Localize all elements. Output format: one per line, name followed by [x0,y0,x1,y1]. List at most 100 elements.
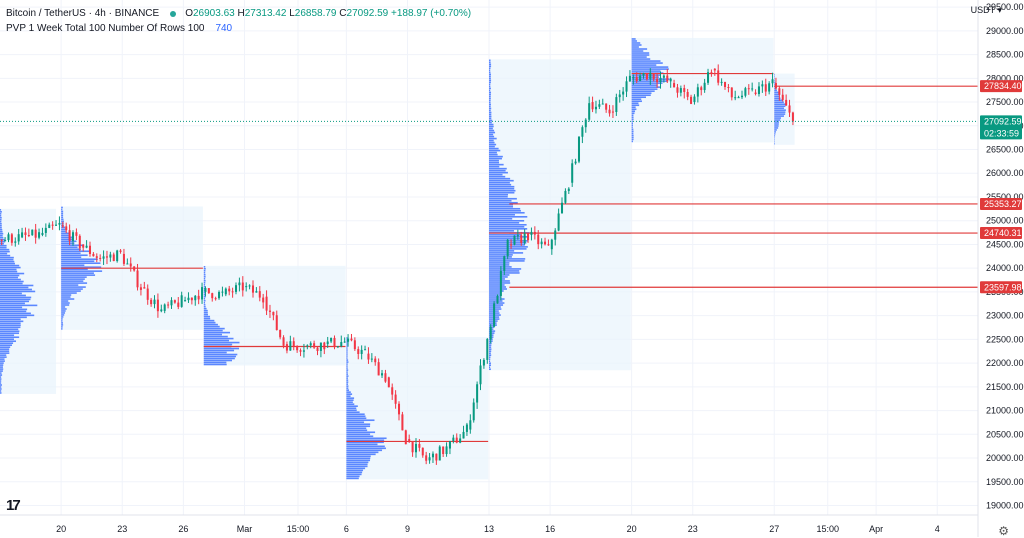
volume-profile-row [632,64,657,66]
volume-profile-row [61,308,67,310]
volume-profile-row [61,328,62,330]
volume-profile-row [204,266,206,268]
volume-profile-row [346,458,370,460]
candle [527,234,529,241]
candle [374,359,376,363]
candle [384,373,386,381]
candle [106,256,108,257]
candle [626,81,628,91]
volume-profile-row [489,224,527,226]
volume-profile-row [489,74,491,76]
volume-profile-row [489,256,512,258]
volume-profile-row [0,253,7,255]
candle [191,298,193,300]
volume-profile-row [0,267,21,269]
volume-profile-row [632,98,642,100]
volume-profile-row [0,307,22,309]
volume-profile-row [489,126,494,128]
volume-profile-row [346,472,362,474]
candle [765,84,767,91]
candle [429,457,431,460]
volume-profile-row [489,130,494,132]
gear-icon[interactable]: ⚙ [998,524,1009,538]
volume-profile-row [489,138,497,140]
volume-profile-row [632,125,633,127]
volume-profile-row [632,137,634,139]
candle [666,76,668,82]
volume-profile-row [489,198,517,200]
volume-profile-row [632,127,633,129]
candle [235,285,237,292]
volume-profile-row [489,364,491,366]
volume-profile-row [489,88,491,90]
volume-profile-row [204,298,205,300]
candle [439,447,441,461]
volume-profile-row [204,310,208,312]
candle [300,350,302,352]
volume-profile-row [489,68,490,70]
candle [157,300,159,312]
volume-profile-row [346,379,348,381]
symbol-title[interactable]: Bitcoin / TetherUS · 4h · BINANCE [6,6,159,21]
volume-profile-row [346,401,352,403]
currency-selector[interactable]: USDT ▾ [971,5,1002,16]
volume-profile-row [632,40,637,42]
volume-profile-row [0,231,3,233]
volume-profile-row [489,286,506,288]
indicator-title[interactable]: PVP 1 Week Total 100 Number Of Rows 100 [6,21,204,36]
volume-profile-row [489,86,490,88]
candle [598,104,600,107]
volume-profile-row [61,262,100,264]
volume-profile-row [489,288,507,290]
volume-profile-row [346,470,363,472]
candle [337,346,339,347]
candle [28,235,30,236]
candle [242,283,244,291]
volume-profile-row [0,257,14,259]
volume-profile-row [61,270,102,272]
volume-profile-row [0,299,30,301]
volume-profile-row [0,269,17,271]
candle [167,305,169,306]
volume-profile-row [489,260,525,262]
tradingview-logo-icon[interactable]: 17 [6,497,19,514]
candle [225,289,227,295]
volume-profile-row [632,54,650,56]
volume-profile-row [0,360,5,362]
candle [75,232,77,236]
volume-profile-row [632,102,639,104]
volume-profile-row [204,280,206,282]
volume-profile-row [489,206,513,208]
candle [700,87,702,90]
volume-profile-row [489,202,518,204]
volume-profile-row [346,347,347,349]
candle [748,88,750,89]
candle [14,241,16,242]
volume-profile-row [0,370,3,372]
candle [201,287,203,299]
volume-profile-row [0,281,24,283]
volume-profile-row [632,44,642,46]
candle [395,395,397,404]
candle [181,295,183,307]
volume-profile-row [489,190,515,192]
candle [286,344,288,350]
volume-profile-row [489,322,497,324]
volume-profile-row [632,110,635,112]
volume-profile-row [0,225,2,227]
volume-profile-row [346,444,377,446]
time-tick-label: 6 [344,524,349,534]
volume-profile-row [0,364,3,366]
volume-profile-row [489,116,491,118]
volume-profile-row [346,363,347,365]
volume-profile-row [489,208,520,210]
volume-profile-row [774,78,775,80]
candle [55,225,57,226]
volume-profile-row [489,304,503,306]
candle [347,339,349,342]
candle [422,448,424,456]
volume-profile-row [489,158,502,160]
candle [707,72,709,83]
price-tick-label: 22000.00 [986,358,1024,368]
